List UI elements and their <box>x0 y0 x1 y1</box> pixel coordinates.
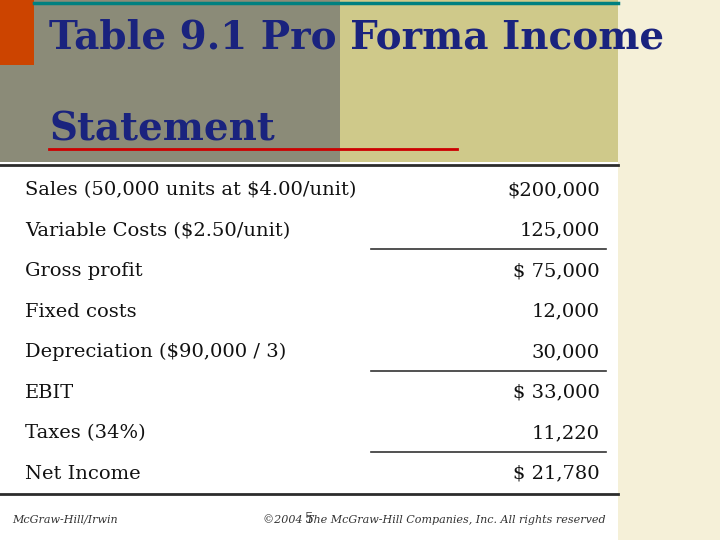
Text: Net Income: Net Income <box>24 465 140 483</box>
Text: Variable Costs ($2.50/unit): Variable Costs ($2.50/unit) <box>24 222 290 240</box>
Text: Taxes (34%): Taxes (34%) <box>24 424 145 442</box>
FancyBboxPatch shape <box>0 0 340 162</box>
Text: Statement: Statement <box>50 111 275 148</box>
Text: $ 75,000: $ 75,000 <box>513 262 600 280</box>
Text: 5: 5 <box>305 512 313 526</box>
Text: 12,000: 12,000 <box>531 303 600 321</box>
Text: $ 21,780: $ 21,780 <box>513 465 600 483</box>
Text: Fixed costs: Fixed costs <box>24 303 136 321</box>
Text: $200,000: $200,000 <box>507 181 600 199</box>
Text: $ 33,000: $ 33,000 <box>513 384 600 402</box>
Text: ©2004 The McGraw-Hill Companies, Inc. All rights reserved: ©2004 The McGraw-Hill Companies, Inc. Al… <box>264 514 606 525</box>
Text: McGraw-Hill/Irwin: McGraw-Hill/Irwin <box>12 515 118 524</box>
FancyBboxPatch shape <box>0 162 618 540</box>
Text: 125,000: 125,000 <box>519 222 600 240</box>
Text: Table 9.1 Pro Forma Income: Table 9.1 Pro Forma Income <box>50 19 665 57</box>
FancyBboxPatch shape <box>0 0 34 65</box>
Text: Gross profit: Gross profit <box>24 262 143 280</box>
Text: Sales (50,000 units at $4.00/unit): Sales (50,000 units at $4.00/unit) <box>24 181 356 199</box>
Text: EBIT: EBIT <box>24 384 74 402</box>
FancyBboxPatch shape <box>340 0 618 162</box>
Text: Depreciation ($90,000 / 3): Depreciation ($90,000 / 3) <box>24 343 286 361</box>
Text: 30,000: 30,000 <box>531 343 600 361</box>
Text: 11,220: 11,220 <box>531 424 600 442</box>
